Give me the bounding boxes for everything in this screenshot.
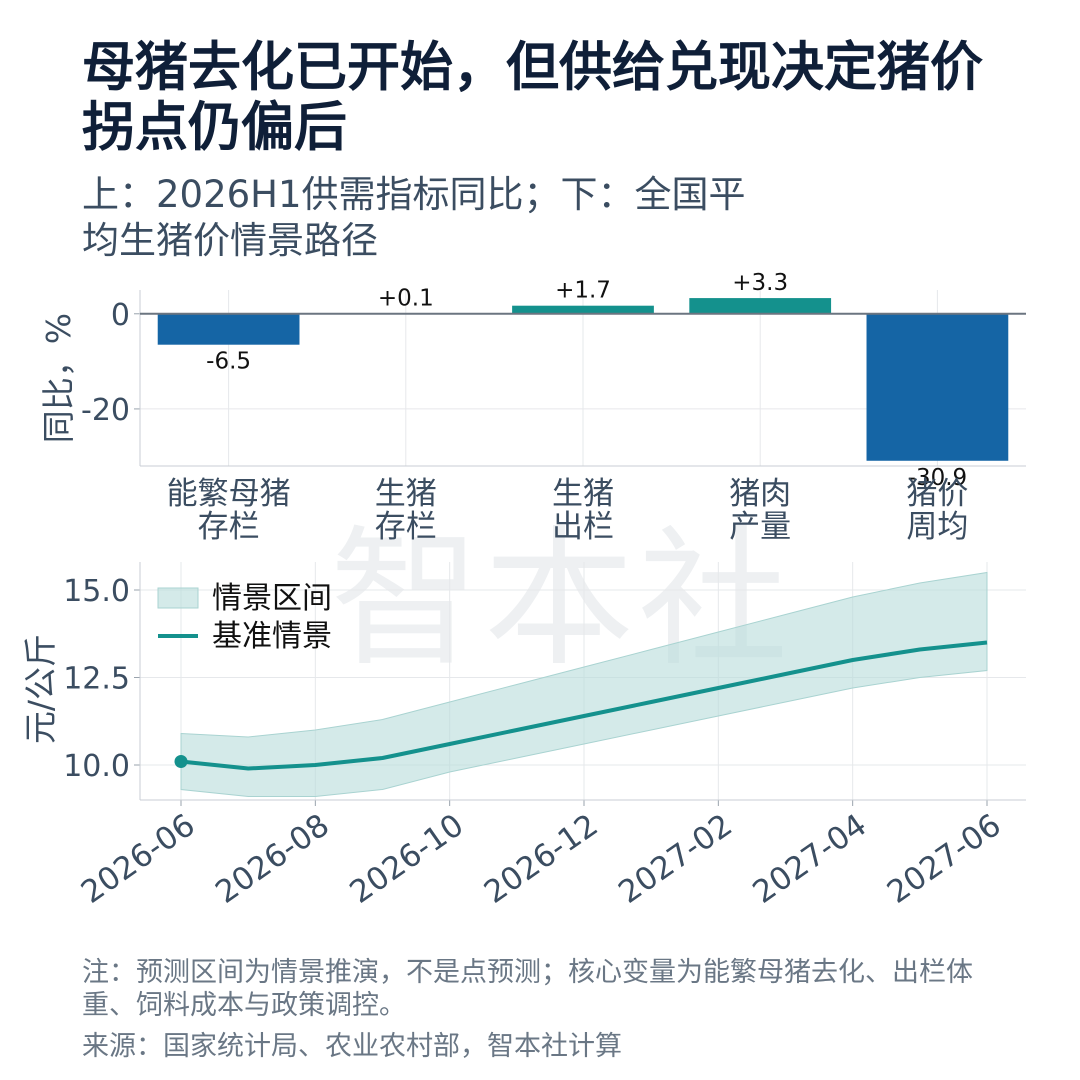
bar [157,313,300,345]
line-x-tick-label: 2026-06 [75,807,202,911]
bar-category-label: 猪价周均 [906,476,968,545]
legend-band-label: 情景区间 [212,581,332,616]
line-x-tick-label: 2026-10 [344,807,471,911]
bar-category-label: 能繁母猪存栏 [167,476,291,545]
line-x-tick-label: 2026-12 [478,807,605,911]
baseline-line [180,640,988,771]
line-y-tick-label: 15.0 [63,574,130,609]
line-x-tick-label: 2027-04 [747,807,874,911]
bar-data-label: +1.7 [555,278,611,304]
bar-y-tick-label: -20 [81,393,130,428]
footnote: 注：预测区间为情景推演，不是点预测；核心变量为能繁母猪去化、出栏体重、饲料成本与… [82,957,973,1021]
bar-y-axis-label: 同比，% [39,313,78,443]
bar-category-label: 生猪存栏 [375,476,437,545]
line-x-tick-label: 2027-06 [881,807,1008,911]
bar-data-label: +0.1 [378,285,434,311]
bar-panel: 0 -20 -6.5 能繁母猪存栏 +0.1 生猪存栏 +1.7 生猪出栏 +3.3 猪肉产量 -3… [39,270,1026,545]
start-point [174,755,188,768]
bar [512,305,654,314]
bar-data-label: -30.9 [908,465,968,491]
bar [689,298,832,314]
legend-band-swatch [157,587,199,609]
line-y-axis-label: 元/公斤 [21,634,60,744]
chart-title: 母猪去化已开始，但供给兑现决定猪价拐点仍偏后 [82,37,983,158]
line-y-tick-label: 10.0 [63,749,130,784]
source-text: 来源：国家统计局、农业农村部，智本社计算 [82,1031,622,1062]
line-x-tick-label: 2027-02 [612,807,739,911]
chart-subtitle: 上：2026H1供需指标同比；下：全国平均生猪价情景路径 [82,173,746,262]
bar [866,313,1009,461]
bar-data-label: -6.5 [206,349,251,375]
line-x-tick-label: 2026-08 [209,807,336,911]
bar-category-label: 猪肉产量 [729,476,791,545]
bar-y-tick-label: 0 [111,298,130,333]
legend-line-label: 基准情景 [212,619,332,654]
line-panel: 2026-06 2026-08 2026-10 2026-12 2027-02 2027-… [21,562,1026,911]
line-y-tick-label: 12.5 [63,662,130,697]
bar-data-label: +3.3 [732,270,788,296]
scenario-band [180,571,988,797]
bar-category-label: 生猪出栏 [552,476,614,545]
